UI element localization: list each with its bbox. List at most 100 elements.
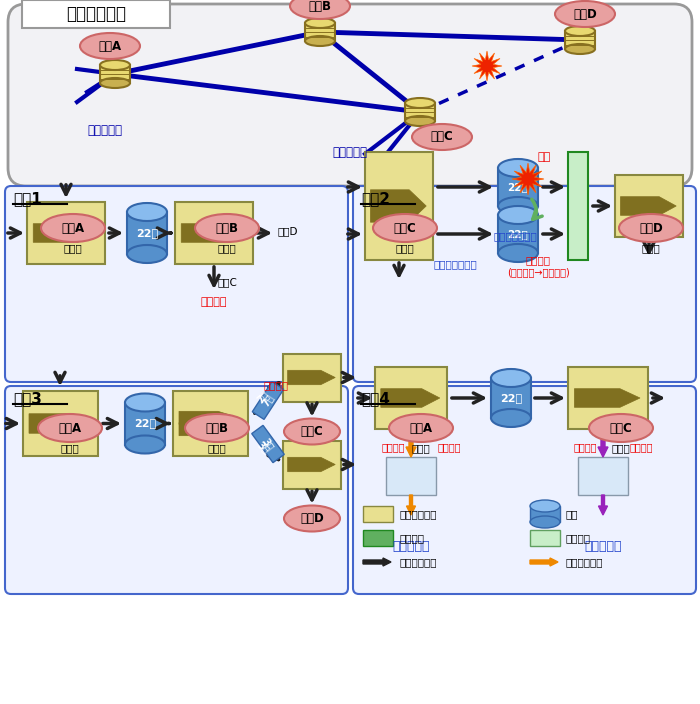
Text: 光路切换系统: 光路切换系统 <box>399 509 437 519</box>
Text: 22芯: 22芯 <box>508 229 528 239</box>
Bar <box>127 212 167 254</box>
Bar <box>568 367 648 429</box>
Text: 光纤骨干网络: 光纤骨干网络 <box>66 5 126 23</box>
FancyArrow shape <box>363 558 391 566</box>
Ellipse shape <box>498 206 538 224</box>
Text: 光路汇合: 光路汇合 <box>630 442 654 452</box>
Bar <box>568 152 588 260</box>
Bar <box>283 353 341 401</box>
Text: 波长复用光路: 波长复用光路 <box>566 557 603 567</box>
Ellipse shape <box>127 245 167 263</box>
Bar <box>615 175 683 237</box>
FancyBboxPatch shape <box>5 386 348 594</box>
Ellipse shape <box>565 44 595 54</box>
Bar <box>363 530 393 546</box>
Bar <box>252 425 284 463</box>
Ellipse shape <box>498 159 538 177</box>
Ellipse shape <box>619 214 683 242</box>
Polygon shape <box>620 196 676 215</box>
Text: 22芯: 22芯 <box>134 418 156 429</box>
Text: 周边市町村: 周边市町村 <box>584 539 622 553</box>
Ellipse shape <box>38 414 102 442</box>
Text: 光节点: 光节点 <box>218 243 237 253</box>
Ellipse shape <box>127 203 167 221</box>
Text: 城市C: 城市C <box>393 222 416 234</box>
Ellipse shape <box>589 414 653 442</box>
Text: 运行系统的路径: 运行系统的路径 <box>493 231 537 241</box>
Bar <box>175 202 253 264</box>
Ellipse shape <box>555 1 615 27</box>
Text: 光节点: 光节点 <box>395 243 414 253</box>
Bar <box>125 403 165 444</box>
Text: 7芯: 7芯 <box>260 393 276 408</box>
Text: 城市C: 城市C <box>300 425 323 438</box>
Polygon shape <box>472 51 502 81</box>
Bar <box>578 457 628 495</box>
Polygon shape <box>370 190 426 222</box>
Text: 波长切换: 波长切换 <box>566 533 591 543</box>
Polygon shape <box>179 411 239 425</box>
Text: 城市A: 城市A <box>62 222 85 234</box>
Bar <box>386 457 436 495</box>
Text: 城市D: 城市D <box>639 222 663 234</box>
Bar <box>100 65 130 83</box>
Ellipse shape <box>491 409 531 427</box>
Text: 空间复用光路: 空间复用光路 <box>399 557 437 567</box>
Text: 城市C: 城市C <box>610 422 632 434</box>
Text: 城市B: 城市B <box>309 0 332 13</box>
FancyArrow shape <box>407 495 416 515</box>
Text: 城市C: 城市C <box>430 130 454 144</box>
Text: 光节点: 光节点 <box>612 443 631 453</box>
Text: 光路分岐: 光路分岐 <box>574 442 598 452</box>
Text: 光路汇合: 光路汇合 <box>438 442 461 452</box>
Ellipse shape <box>125 394 165 412</box>
Bar <box>23 391 98 456</box>
Polygon shape <box>29 414 90 433</box>
Ellipse shape <box>80 33 140 59</box>
Text: 周边市町村: 周边市町村 <box>88 123 122 137</box>
Ellipse shape <box>389 414 453 442</box>
Bar <box>498 168 538 206</box>
Text: 保护切换: 保护切换 <box>399 533 424 543</box>
Bar <box>375 367 447 429</box>
Text: 城市D: 城市D <box>300 512 324 525</box>
FancyBboxPatch shape <box>8 4 692 186</box>
Text: 模式3: 模式3 <box>13 391 42 406</box>
Text: 光路分岐: 光路分岐 <box>382 442 405 452</box>
Text: 城市A: 城市A <box>410 422 433 434</box>
FancyArrow shape <box>406 429 416 457</box>
Ellipse shape <box>195 214 259 242</box>
Ellipse shape <box>284 418 340 444</box>
Bar <box>491 378 531 418</box>
Text: 模式4: 模式4 <box>361 391 390 406</box>
Text: 3条: 3条 <box>260 436 276 452</box>
Text: 方向D: 方向D <box>277 226 297 236</box>
Ellipse shape <box>100 78 130 88</box>
Text: 故障: 故障 <box>538 152 551 162</box>
Ellipse shape <box>305 18 335 28</box>
Text: 光路切换: 光路切换 <box>201 297 228 307</box>
FancyBboxPatch shape <box>353 386 696 594</box>
Ellipse shape <box>125 436 165 453</box>
Polygon shape <box>288 370 335 384</box>
Bar <box>283 441 341 489</box>
Text: 城市D: 城市D <box>573 8 597 20</box>
Ellipse shape <box>498 244 538 262</box>
Bar <box>305 23 335 41</box>
Ellipse shape <box>530 516 560 528</box>
FancyArrow shape <box>598 429 608 457</box>
Polygon shape <box>575 389 640 408</box>
Bar <box>365 152 433 260</box>
Text: (运行系统→备用系统): (运行系统→备用系统) <box>507 267 569 277</box>
Text: 22芯: 22芯 <box>136 228 158 238</box>
Ellipse shape <box>405 98 435 108</box>
Text: 光节点: 光节点 <box>64 243 83 253</box>
Bar <box>22 0 170 28</box>
Bar <box>530 506 560 522</box>
Text: 光路分岐: 光路分岐 <box>263 380 288 390</box>
Bar <box>363 506 393 522</box>
Ellipse shape <box>565 26 595 36</box>
Bar <box>27 202 105 264</box>
Ellipse shape <box>498 197 538 215</box>
Text: 城市A: 城市A <box>99 39 122 53</box>
